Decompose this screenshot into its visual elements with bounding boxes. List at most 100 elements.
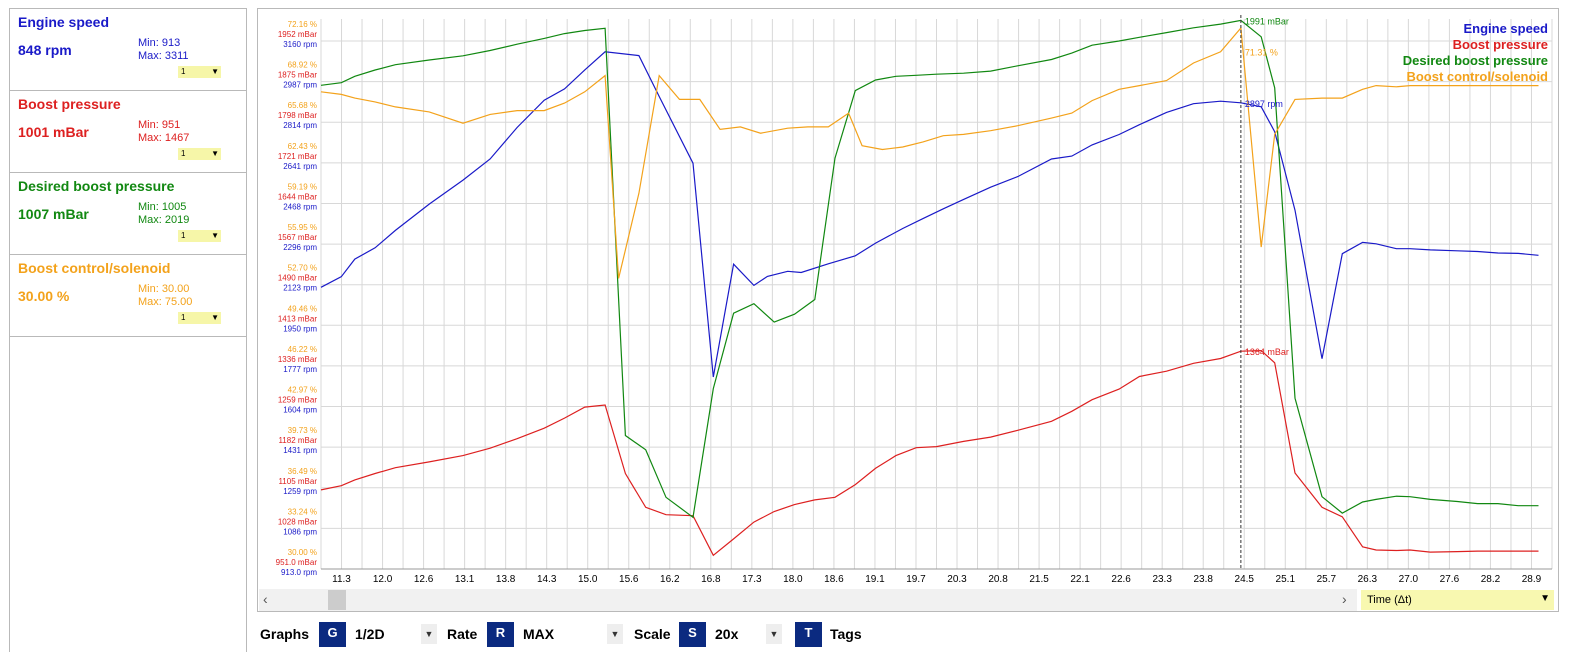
y-tick-label: 951.0 mBar xyxy=(276,558,318,567)
cursor-value-label: 71.31 % xyxy=(1245,48,1278,58)
x-tick-label: 21.5 xyxy=(1029,574,1049,585)
x-tick-label: 13.1 xyxy=(455,574,475,585)
sensor-min: Min: 951 xyxy=(138,119,181,131)
select-value: 1 xyxy=(181,231,186,240)
rate-value: MAX xyxy=(523,626,555,642)
x-tick-label: 19.1 xyxy=(865,574,885,585)
x-tick-label: 28.2 xyxy=(1481,574,1501,585)
sensor-value: 30.00 % xyxy=(18,288,70,304)
y-tick-label: 2296 rpm xyxy=(283,243,317,252)
y-tick-label: 1086 rpm xyxy=(283,527,317,536)
cursor-value-label: 1991 mBar xyxy=(1245,16,1289,26)
y-tick-label: 1721 mBar xyxy=(278,152,317,161)
x-tick-label: 19.7 xyxy=(906,574,926,585)
legend-entry: Desired boost pressure xyxy=(1403,53,1548,68)
y-tick-label: 33.24 % xyxy=(288,507,317,516)
sensor-sidebar: Engine speed 848 rpm Min: 913 Max: 3311 … xyxy=(9,8,247,652)
chart-panel: 30.00 % 951.0 mBar 913.0 rpm 33.24 % 1028 mB… xyxy=(257,8,1559,612)
y-tick-label: 1777 rpm xyxy=(283,365,317,374)
x-tick-label: 25.1 xyxy=(1276,574,1296,585)
y-tick-label: 1259 rpm xyxy=(283,487,317,496)
sensor-min: Min: 1005 xyxy=(138,201,187,213)
cursor-value-label: 2897 rpm xyxy=(1245,99,1283,109)
x-tick-label: 20.8 xyxy=(988,574,1008,585)
legend-entry: Boost pressure xyxy=(1453,37,1548,52)
sensor-max: Max: 2019 xyxy=(138,214,190,226)
tags-label: Tags xyxy=(830,626,862,642)
rate-key-button[interactable]: R xyxy=(487,622,514,647)
y-tick-label: 36.49 % xyxy=(288,467,317,476)
x-tick-label: 16.2 xyxy=(660,574,680,585)
x-tick-label: 26.3 xyxy=(1358,574,1378,585)
y-tick-label: 1490 mBar xyxy=(278,274,317,283)
sensor-title: Boost pressure xyxy=(18,96,121,112)
y-tick-label: 2123 rpm xyxy=(283,284,317,293)
y-tick-label: 1644 mBar xyxy=(278,192,317,201)
sensor-min: Min: 30.00 xyxy=(138,283,190,295)
sensor-panel-boost-control[interactable]: Boost control/solenoid 30.00 % Min: 30.0… xyxy=(10,255,246,337)
sensor-panel-boost-pressure[interactable]: Boost pressure 1001 mBar Min: 951 Max: 1… xyxy=(10,91,246,173)
graphs-key-button[interactable]: G xyxy=(319,622,346,647)
y-tick-label: 1259 mBar xyxy=(278,396,317,405)
scale-dropdown[interactable]: ▼ xyxy=(766,624,782,644)
y-tick-label: 913.0 rpm xyxy=(281,568,317,577)
graphs-label: Graphs xyxy=(260,626,310,642)
series-line xyxy=(320,349,1539,557)
y-tick-label: 1413 mBar xyxy=(278,314,317,323)
bottom-toolbar: Graphs G 1/2D ▼ Rate R MAX ▼ Scale S 20x… xyxy=(257,620,1557,648)
sensor-graph-select[interactable]: 1 ▼ xyxy=(178,66,221,78)
scale-key-button[interactable]: S xyxy=(679,622,706,647)
sensor-graph-select[interactable]: 1 ▼ xyxy=(178,312,221,324)
x-tick-label: 11.3 xyxy=(332,574,351,585)
sensor-panel-engine-speed[interactable]: Engine speed 848 rpm Min: 913 Max: 3311 … xyxy=(10,9,246,91)
sensor-graph-select[interactable]: 1 ▼ xyxy=(178,148,221,160)
y-tick-label: 1875 mBar xyxy=(278,71,317,80)
sensor-graph-select[interactable]: 1 ▼ xyxy=(178,230,221,242)
rate-dropdown[interactable]: ▼ xyxy=(607,624,623,644)
tags-key-button[interactable]: T xyxy=(795,622,822,647)
time-axis-select[interactable]: Time (Δt) ▼ xyxy=(1361,590,1554,610)
scroll-right-icon[interactable]: › xyxy=(1342,591,1347,607)
sensor-max: Max: 1467 xyxy=(138,132,190,144)
chevron-down-icon: ▼ xyxy=(211,231,219,240)
y-tick-label: 1182 mBar xyxy=(278,436,317,445)
x-tick-label: 20.3 xyxy=(947,574,967,585)
x-tick-label: 17.3 xyxy=(742,574,762,585)
x-tick-label: 23.8 xyxy=(1193,574,1213,585)
scrollbar-thumb[interactable] xyxy=(328,590,346,610)
legend-entry: Engine speed xyxy=(1463,21,1548,36)
y-tick-label: 2814 rpm xyxy=(283,121,317,130)
y-tick-label: 2987 rpm xyxy=(283,81,317,90)
y-tick-label: 68.92 % xyxy=(288,61,317,70)
y-tick-label: 2468 rpm xyxy=(283,202,317,211)
sensor-value: 848 rpm xyxy=(18,42,72,58)
series-line xyxy=(320,51,1539,378)
sensor-panel-desired-boost[interactable]: Desired boost pressure 1007 mBar Min: 10… xyxy=(10,173,246,255)
y-tick-label: 1336 mBar xyxy=(278,355,317,364)
select-value: 1 xyxy=(181,67,186,76)
y-tick-label: 52.70 % xyxy=(288,264,317,273)
y-tick-label: 65.68 % xyxy=(288,101,317,110)
scroll-left-icon[interactable]: ‹ xyxy=(263,591,268,607)
x-tick-label: 18.6 xyxy=(824,574,844,585)
sensor-title: Desired boost pressure xyxy=(18,178,175,194)
y-tick-label: 49.46 % xyxy=(288,304,317,313)
chevron-down-icon: ▼ xyxy=(211,313,219,322)
x-tick-label: 24.5 xyxy=(1235,574,1255,585)
x-tick-label: 12.0 xyxy=(373,574,393,585)
x-tick-label: 27.6 xyxy=(1440,574,1460,585)
y-tick-label: 3160 rpm xyxy=(283,40,317,49)
cursor-value-label: 1364 mBar xyxy=(1245,347,1289,357)
y-tick-label: 42.97 % xyxy=(288,386,317,395)
chevron-down-icon: ▼ xyxy=(211,149,219,158)
graphs-value: 1/2D xyxy=(355,626,385,642)
graphs-dropdown[interactable]: ▼ xyxy=(421,624,437,644)
chart-scrollbar[interactable]: ‹ › xyxy=(259,589,1357,611)
y-tick-label: 62.43 % xyxy=(288,142,317,151)
y-tick-label: 1567 mBar xyxy=(278,233,317,242)
sensor-max: Max: 3311 xyxy=(138,50,189,62)
y-tick-label: 1604 rpm xyxy=(283,406,317,415)
select-value: 1 xyxy=(181,149,186,158)
x-tick-label: 15.6 xyxy=(619,574,639,585)
